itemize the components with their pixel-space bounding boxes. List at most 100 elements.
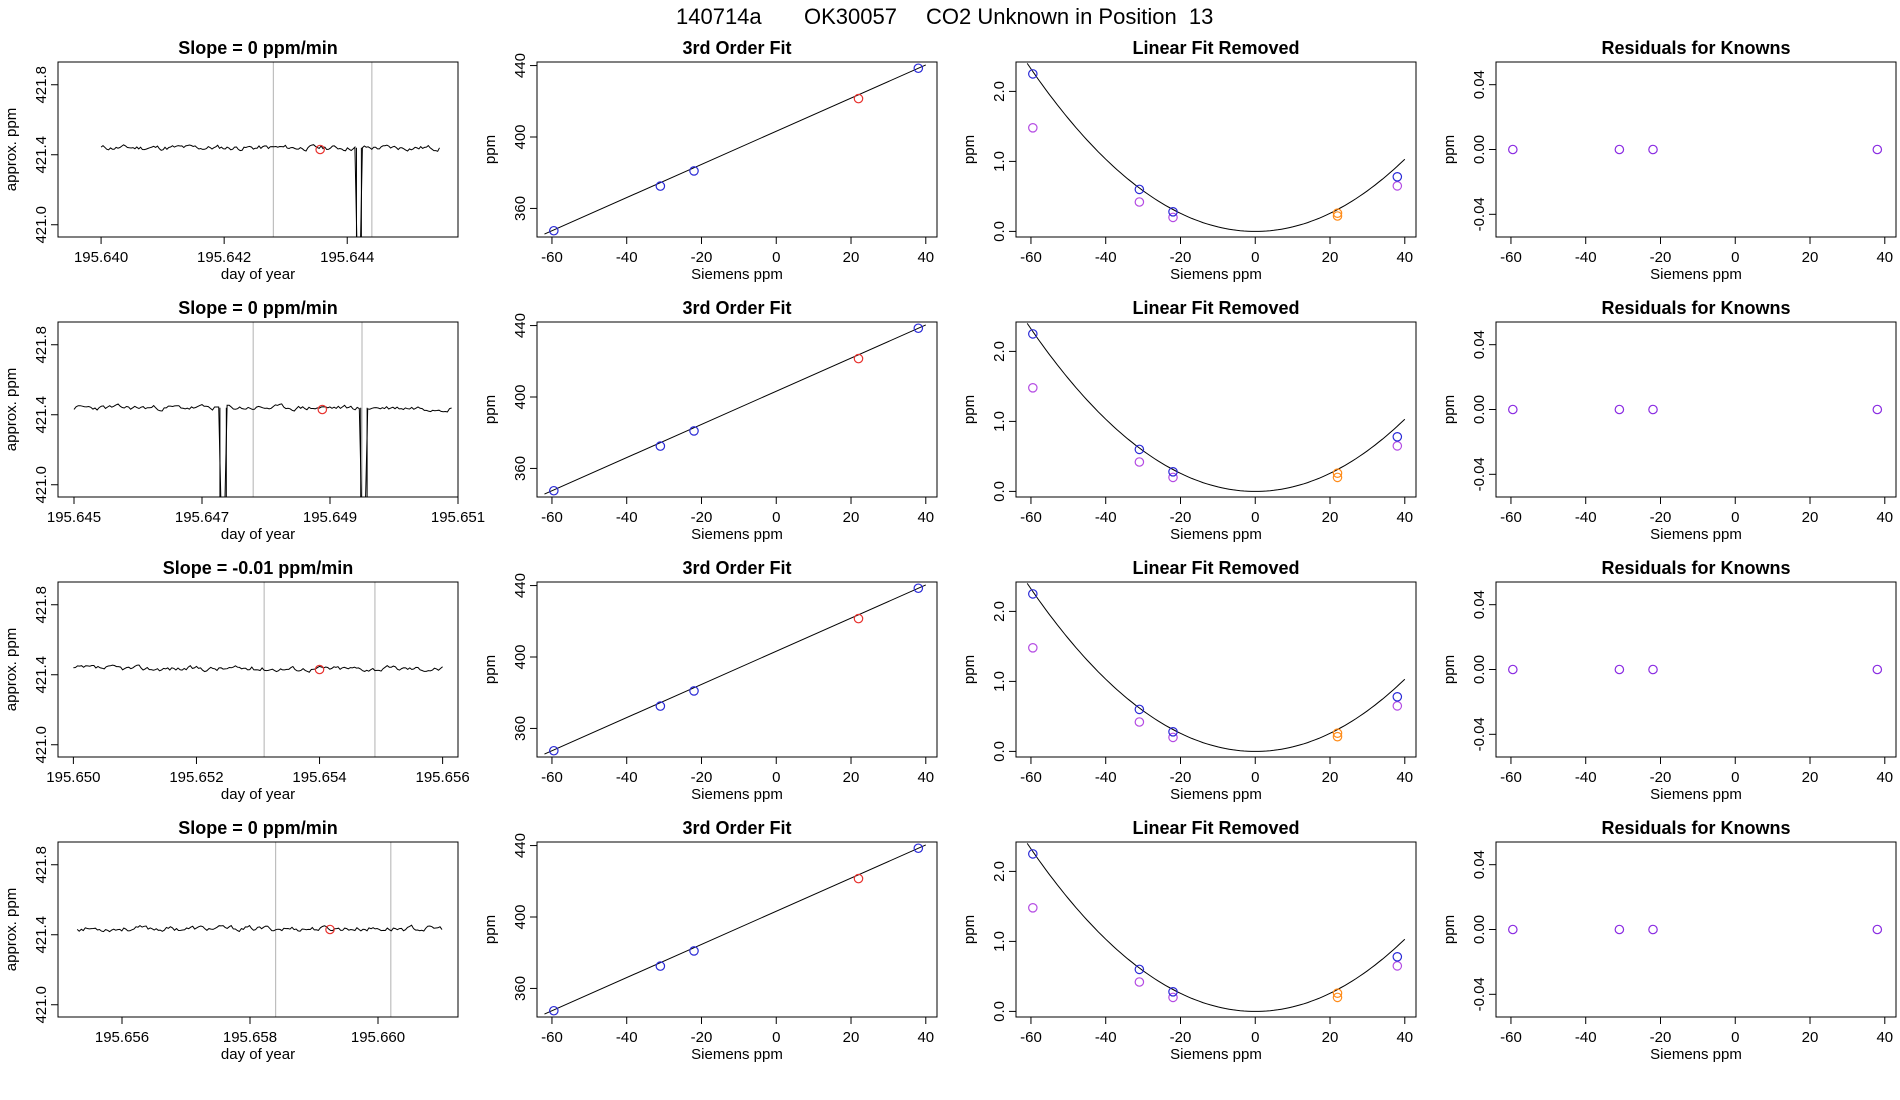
y-tick-label: 0.0 <box>991 481 1008 502</box>
y-tick-label: 360 <box>512 456 529 481</box>
blue-point <box>1168 466 1178 477</box>
known-point <box>689 166 699 176</box>
x-tick-label: 0 <box>1251 509 1259 526</box>
y-tick-label: 400 <box>512 904 529 929</box>
unknown-sample-point <box>315 144 325 155</box>
y-tick-label: 0.00 <box>1471 395 1488 424</box>
y-tick-label: 0.0 <box>991 221 1008 242</box>
y-tick-label: 440 <box>512 833 529 858</box>
x-tick-label: 195.645 <box>47 509 101 526</box>
y-axis-label: ppm <box>961 395 978 424</box>
magenta-point <box>1134 717 1145 727</box>
y-tick-label: 0.00 <box>1471 655 1488 684</box>
panel-title: Linear Fit Removed <box>1132 298 1299 318</box>
residual-point <box>1648 404 1658 415</box>
x-tick-label: -60 <box>1020 249 1042 266</box>
y-tick-label: 400 <box>512 124 529 149</box>
x-tick-label: 195.644 <box>320 249 374 266</box>
plot-frame <box>536 321 938 498</box>
y-tick-label: 421.0 <box>33 986 50 1024</box>
plot-area <box>1508 924 1883 935</box>
x-axis-label: day of year <box>221 1046 295 1063</box>
y-tick-label: -0.04 <box>1471 457 1488 491</box>
y-axis-label: ppm <box>1441 395 1458 424</box>
fit-line <box>544 64 926 235</box>
known-point <box>549 745 559 756</box>
x-tick-label: -40 <box>1095 509 1117 526</box>
x-tick-label: 40 <box>1396 509 1413 526</box>
blue-point <box>1134 184 1145 195</box>
x-axis-label: Siemens ppm <box>691 526 783 543</box>
known-point <box>689 686 699 696</box>
plot-area <box>1026 63 1406 232</box>
x-tick-label: 40 <box>1876 1029 1893 1046</box>
magenta-point <box>1028 902 1038 913</box>
unknown-point <box>853 613 864 624</box>
blue-point <box>1392 431 1403 442</box>
y-axis-label: approx. ppm <box>3 108 20 191</box>
y-tick-label: 0.00 <box>1471 915 1488 944</box>
y-axis-label: approx. ppm <box>3 628 20 711</box>
y-tick-label: 0.00 <box>1471 135 1488 164</box>
x-axis-label: day of year <box>221 526 295 543</box>
x-tick-label: -20 <box>1170 1029 1192 1046</box>
x-tick-label: 195.656 <box>95 1029 149 1046</box>
panel-r3-c1: Slope = -0.01 ppm/min 195.650 195.652 195.6… <box>3 558 470 803</box>
x-axis-label: day of year <box>221 266 295 283</box>
orange-point <box>1332 988 1343 998</box>
x-tick-label: 195.654 <box>292 769 346 786</box>
plot-area <box>73 582 443 757</box>
residual-point <box>1872 924 1883 935</box>
residual-point <box>1648 144 1658 155</box>
x-tick-label: 0 <box>1731 249 1739 266</box>
plot-frame <box>536 841 938 1018</box>
x-tick-label: 0 <box>1731 769 1739 786</box>
y-tick-label: -0.04 <box>1471 197 1488 231</box>
panel-r4-c2: 3rd Order Fit -60 -40 -20 0 20 40 360 400 440 Siem… <box>482 818 938 1063</box>
y-tick-label: 2.0 <box>991 601 1008 622</box>
plot-frame <box>57 61 459 238</box>
y-tick-label: -0.04 <box>1471 717 1488 751</box>
plot-area <box>1508 404 1883 415</box>
y-tick-label: 360 <box>512 976 529 1001</box>
y-tick-label: 1.0 <box>991 151 1008 172</box>
known-point <box>655 441 666 451</box>
panel-title: Slope = 0 ppm/min <box>178 818 338 838</box>
plot-area <box>544 63 926 236</box>
y-tick-label: 421.4 <box>33 396 50 434</box>
x-tick-label: 0 <box>772 509 780 526</box>
x-tick-label: -40 <box>616 509 638 526</box>
x-tick-label: 195.640 <box>74 249 128 266</box>
x-tick-label: 0 <box>1251 1029 1259 1046</box>
fit-line <box>544 324 926 495</box>
panel-r2-c2: 3rd Order Fit -60 -40 -20 0 20 40 360 400 440 Siem… <box>482 298 938 543</box>
x-tick-label: -60 <box>541 249 563 266</box>
x-axis-label: Siemens ppm <box>1170 526 1262 543</box>
x-tick-label: 40 <box>1876 249 1893 266</box>
y-axis-label: approx. ppm <box>3 368 20 451</box>
panel-r1-c4: Residuals for Knowns -60 -40 -20 0 20 40 -0.04 0… <box>1441 38 1897 283</box>
series-line <box>100 144 440 237</box>
unknown-point <box>853 873 864 884</box>
blue-point <box>1028 849 1038 859</box>
magenta-point <box>1392 441 1403 451</box>
x-tick-label: -20 <box>691 1029 713 1046</box>
figure-title-tank: OK30057 <box>804 4 897 29</box>
known-point <box>655 961 666 971</box>
residual-point <box>1614 144 1625 155</box>
x-tick-label: 195.642 <box>197 249 251 266</box>
y-tick-label: 1.0 <box>991 411 1008 432</box>
x-tick-label: 40 <box>1396 1029 1413 1046</box>
x-tick-label: 195.649 <box>303 509 357 526</box>
blue-point <box>1392 691 1403 702</box>
x-tick-label: -60 <box>1020 509 1042 526</box>
plot-frame <box>57 321 459 498</box>
y-axis-label: ppm <box>1441 135 1458 164</box>
unknown-point <box>853 93 864 104</box>
y-axis-label: ppm <box>482 135 499 164</box>
panel-r3-c4: Residuals for Knowns -60 -40 -20 0 20 40 -0.04 0… <box>1441 558 1897 803</box>
x-tick-label: 40 <box>1396 769 1413 786</box>
y-tick-label: 421.8 <box>33 586 50 624</box>
quadratic-curve <box>1026 583 1406 752</box>
